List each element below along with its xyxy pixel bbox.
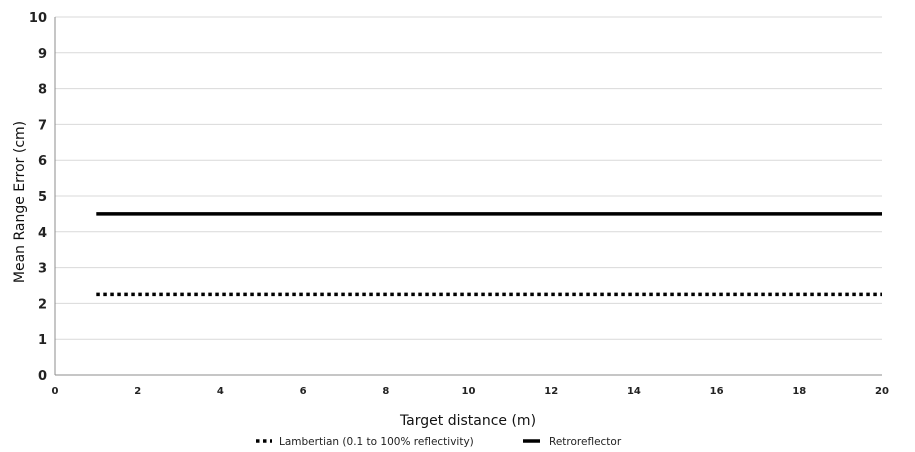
x-tick-label: 12: [544, 386, 558, 397]
y-axis-title: Mean Range Error (cm): [12, 121, 28, 283]
x-tick-label: 2: [134, 386, 141, 397]
x-tick-label: 14: [627, 386, 641, 397]
x-tick-label: 0: [52, 386, 59, 397]
y-tick-label: 9: [38, 47, 47, 62]
legend-label-retroreflector: Retroreflector: [549, 436, 622, 448]
y-tick-label: 7: [38, 118, 47, 133]
axes: [54, 17, 882, 376]
y-tick-label: 1: [38, 333, 47, 348]
x-tick-labels: 0 2 4 6 8 10 12 14 16 18 20: [52, 386, 889, 397]
x-axis-title: Target distance (m): [399, 413, 536, 429]
series: [96, 212, 882, 297]
y-tick-label: 6: [38, 154, 47, 169]
legend-label-lambertian: Lambertian (0.1 to 100% reflectivity): [279, 436, 474, 448]
x-tick-label: 8: [382, 386, 389, 397]
x-tick-label: 18: [792, 386, 806, 397]
y-tick-label: 4: [38, 226, 47, 241]
y-tick-label: 8: [38, 83, 47, 98]
y-tick-label: 10: [29, 11, 47, 26]
y-tick-label: 0: [38, 369, 47, 384]
x-tick-label: 4: [217, 386, 224, 397]
y-tick-labels: 0 1 2 3 4 5 6 7 8 9 10: [29, 11, 47, 384]
y-tick-label: 2: [38, 297, 47, 312]
x-tick-label: 16: [710, 386, 724, 397]
x-tick-label: 10: [462, 386, 476, 397]
x-tick-label: 6: [300, 386, 307, 397]
x-tick-label: 20: [875, 386, 889, 397]
grid: [55, 16, 882, 340]
y-tick-label: 5: [38, 190, 47, 205]
y-tick-label: 3: [38, 262, 47, 277]
legend: Lambertian (0.1 to 100% reflectivity) Re…: [256, 436, 622, 448]
